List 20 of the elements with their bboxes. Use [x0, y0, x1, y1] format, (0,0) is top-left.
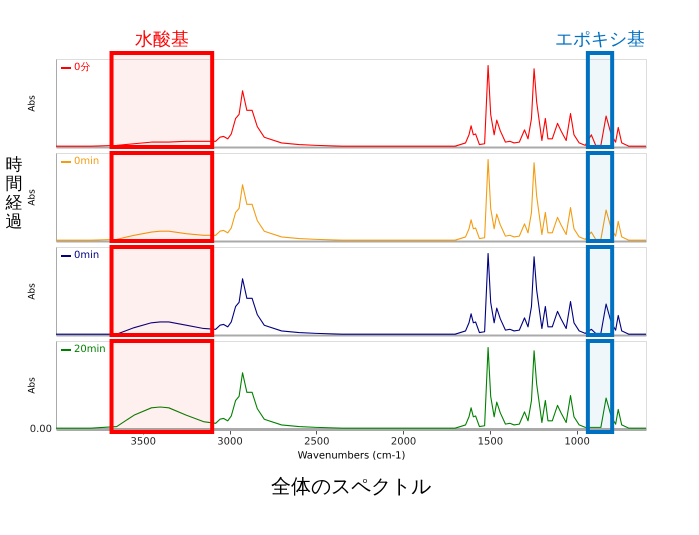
annotation: 0.00	[30, 424, 52, 435]
legend-label: 20min	[74, 344, 106, 355]
x-axis-title: Wavenumbers (cm-1)	[298, 450, 406, 462]
x-tick-label: 2000	[390, 436, 416, 448]
x-tick-label: 3500	[130, 436, 156, 448]
x-tick-label: 3000	[217, 436, 243, 448]
x-tick-label: 1500	[478, 436, 504, 448]
legend-label: 0min	[74, 156, 100, 167]
band-label: エポキシ基	[555, 29, 646, 50]
y-axis-title: Abs	[28, 282, 38, 300]
legend-label: 0分	[74, 61, 90, 73]
text: 時間経過	[4, 155, 22, 232]
y-axis-title: Abs	[28, 94, 38, 112]
y-axis-title: Abs	[28, 188, 38, 206]
legend-label: 0min	[74, 250, 100, 261]
y-axis-title: Abs	[28, 376, 38, 394]
band-label: 水酸基	[134, 29, 189, 50]
x-tick-label: 1000	[564, 436, 590, 448]
x-tick-label: 2500	[304, 436, 330, 448]
text: 全体のスペクトル	[271, 474, 431, 498]
